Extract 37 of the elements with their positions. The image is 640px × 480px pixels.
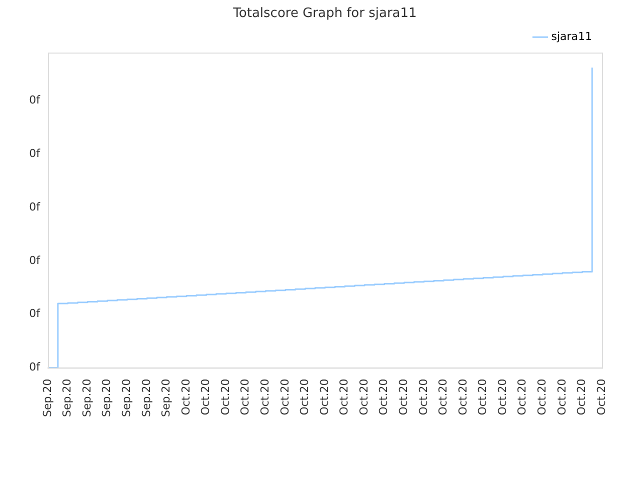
x-tick-label: Oct.20 xyxy=(298,378,312,416)
x-tick-label: Oct.20 xyxy=(496,378,509,416)
legend-label: sjara11 xyxy=(551,30,592,43)
text: 0f xyxy=(29,360,42,374)
x-tick-label: Oct.20 xyxy=(536,378,548,416)
x-tick-label: Sep.20 xyxy=(80,378,94,418)
x-tick-label: Sep.20 xyxy=(160,378,173,418)
x-tick-label: Oct.20 xyxy=(516,378,529,416)
x-tick-label: Oct.20 xyxy=(555,378,568,416)
text: 0f xyxy=(29,94,42,107)
chart-title: Totalscore Graph for sjara11 xyxy=(232,6,417,22)
x-tick-label: Oct.20 xyxy=(199,378,212,416)
x-tick-label: Sep.20 xyxy=(40,378,54,418)
x-tick-label: Oct.20 xyxy=(456,378,470,416)
x-tick-label: Oct.20 xyxy=(218,378,232,416)
text: 0f xyxy=(29,146,42,160)
x-tick-label: Oct.20 xyxy=(179,378,192,416)
x-tick-label: Oct.20 xyxy=(476,378,490,416)
x-tick-label: Oct.20 xyxy=(575,378,588,416)
x-tick-label: Sep.20 xyxy=(60,378,74,418)
text: 0f xyxy=(29,307,42,320)
x-tick-label: Oct.20 xyxy=(436,378,450,416)
x-tick-label: Oct.20 xyxy=(338,378,351,416)
x-tick-label: Sep.20 xyxy=(140,378,153,418)
x-tick-label: Oct.20 xyxy=(357,378,370,416)
x-tick-label: Oct.20 xyxy=(258,378,272,416)
x-tick-label: Sep.20 xyxy=(120,378,133,418)
x-tick-label: Oct.20 xyxy=(377,378,390,416)
x-tick-label: Sep.20 xyxy=(100,378,114,418)
x-tick-label: Oct.20 xyxy=(397,378,410,416)
x-tick-label: Oct.20 xyxy=(238,378,252,416)
text: 0f xyxy=(29,200,42,214)
x-tick-label: Oct.20 xyxy=(278,378,292,416)
x-tick-label: Oct.20 xyxy=(318,378,331,416)
text: 0f xyxy=(29,254,42,267)
x-tick-label: Oct.20 xyxy=(416,378,430,416)
x-tick-label: Oct.20 xyxy=(594,378,608,416)
